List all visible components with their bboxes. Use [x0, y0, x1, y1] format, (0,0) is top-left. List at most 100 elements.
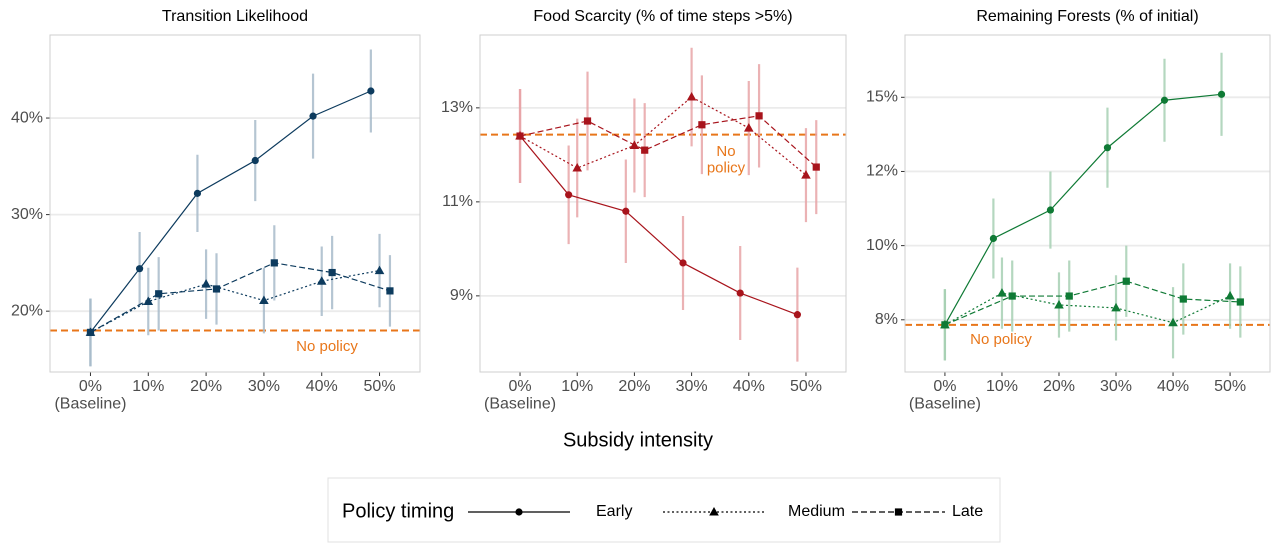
marker	[374, 265, 385, 275]
x-tick-label: 50%	[1214, 378, 1246, 395]
marker	[1046, 206, 1055, 214]
marker	[686, 92, 697, 101]
series-line	[519, 135, 798, 316]
marker	[755, 112, 763, 120]
series-line	[90, 270, 380, 333]
marker	[259, 295, 269, 305]
x-tick-label: 30%	[1100, 378, 1132, 395]
legend-label: Medium	[788, 503, 845, 520]
x-tick-label: 10%	[986, 378, 1018, 395]
x-tick-label: 20%	[618, 378, 650, 395]
x-tick-label: 10%	[561, 378, 593, 395]
y-tick-label: 20%	[11, 302, 43, 319]
marker	[583, 117, 592, 125]
x-tick-label: 10%	[132, 378, 164, 395]
marker	[1103, 144, 1112, 152]
y-tick-label: 8%	[875, 311, 898, 328]
legend-title: Policy timing	[342, 500, 454, 522]
reference-label: No policy	[970, 331, 1032, 348]
plot-border	[904, 34, 1271, 373]
x-tick-label: 50%	[790, 378, 822, 395]
marker	[565, 191, 573, 199]
marker	[1065, 292, 1073, 300]
marker	[212, 285, 221, 293]
marker	[622, 207, 630, 215]
x-tick-label: 40%	[733, 378, 765, 395]
marker	[1160, 96, 1169, 104]
marker	[251, 156, 259, 165]
x-tick-label: 30%	[676, 378, 708, 395]
x-tick-label: 0% (Baseline)	[54, 378, 126, 413]
legend-marker	[894, 508, 903, 516]
y-tick-label: 15%	[866, 89, 898, 106]
legend-label: Early	[596, 503, 632, 520]
marker	[793, 311, 801, 319]
marker	[743, 123, 754, 132]
y-tick-label: 13%	[441, 99, 473, 116]
marker	[997, 288, 1007, 297]
marker	[1111, 302, 1121, 312]
y-tick-label: 40%	[11, 109, 43, 126]
x-tick-label: 0% (Baseline)	[909, 378, 981, 413]
plot-border	[49, 34, 421, 373]
marker	[155, 290, 163, 298]
y-tick-label: 10%	[866, 237, 898, 254]
marker	[1054, 299, 1064, 309]
marker	[86, 328, 95, 337]
marker	[386, 287, 394, 295]
marker	[143, 296, 154, 306]
panel-title: Transition Likelihood	[162, 8, 308, 25]
marker	[1168, 317, 1178, 327]
series-line	[944, 93, 1222, 326]
series-line	[89, 90, 372, 333]
marker	[316, 276, 327, 285]
plot-area	[50, 35, 420, 372]
plot-area	[480, 35, 846, 372]
x-tick-label: 40%	[1157, 378, 1189, 395]
y-tick-label: 9%	[450, 287, 473, 304]
reference-label: No policy	[296, 338, 358, 355]
marker	[698, 121, 706, 129]
marker	[1225, 291, 1235, 300]
marker	[1008, 292, 1016, 300]
y-tick-label: 11%	[442, 193, 473, 210]
x-tick-label: 50%	[364, 378, 396, 395]
panel: Remaining Forests (% of initial) 8% 10% 12%…	[866, 8, 1271, 413]
series-line	[944, 292, 1231, 326]
marker	[812, 163, 820, 171]
marker	[516, 132, 524, 140]
x-tick-label: 20%	[1043, 378, 1075, 395]
marker	[367, 87, 375, 95]
reference-label: No policy	[707, 143, 746, 177]
legend-box	[327, 477, 1001, 543]
marker	[801, 170, 811, 179]
legend-marker	[709, 507, 719, 516]
x-tick-label: 0% (Baseline)	[484, 378, 556, 413]
series-line	[519, 115, 817, 168]
marker	[679, 259, 687, 267]
marker	[941, 321, 949, 329]
marker	[193, 189, 202, 197]
panel-title: Food Scarcity (% of time steps >5%)	[533, 8, 792, 25]
marker	[641, 146, 649, 154]
marker	[629, 140, 640, 149]
marker	[201, 279, 211, 288]
marker	[1236, 298, 1244, 306]
marker	[736, 289, 744, 297]
legend-label: Late	[952, 503, 983, 520]
x-tick-label: 30%	[248, 378, 280, 395]
marker	[1122, 277, 1130, 285]
marker	[572, 163, 583, 172]
y-tick-label: 30%	[11, 206, 43, 223]
x-axis-label: Subsidy intensity	[563, 429, 713, 451]
marker	[309, 112, 317, 120]
plot-area	[905, 35, 1270, 372]
panel: Food Scarcity (% of time steps >5%) 9% 11%…	[441, 8, 847, 413]
marker	[989, 234, 997, 243]
legend-marker	[515, 508, 523, 516]
marker	[328, 268, 336, 277]
series-line	[519, 96, 807, 176]
panel-title: Remaining Forests (% of initial)	[976, 8, 1198, 25]
